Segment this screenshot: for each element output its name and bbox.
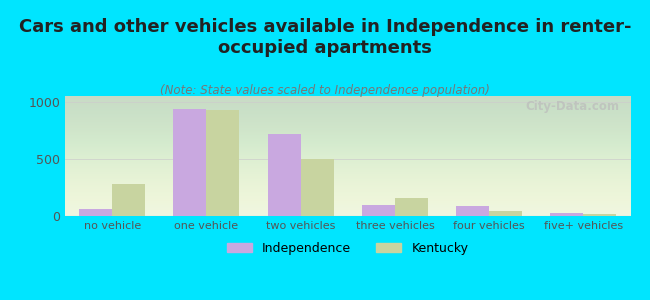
Bar bbox=[268, 134, 300, 216]
Text: Cars and other vehicles available in Independence in renter-
occupied apartments: Cars and other vehicles available in Ind… bbox=[19, 18, 631, 57]
Bar bbox=[551, 213, 584, 216]
Bar bbox=[79, 209, 112, 216]
Bar bbox=[489, 211, 522, 216]
Text: City-Data.com: City-Data.com bbox=[525, 100, 619, 112]
Bar bbox=[112, 184, 145, 216]
Bar bbox=[456, 206, 489, 216]
Legend: Independence, Kentucky: Independence, Kentucky bbox=[222, 237, 473, 260]
Bar bbox=[174, 109, 207, 216]
Bar bbox=[300, 159, 333, 216]
Bar bbox=[362, 205, 395, 216]
Text: (Note: State values scaled to Independence population): (Note: State values scaled to Independen… bbox=[160, 84, 490, 97]
Bar bbox=[395, 198, 428, 216]
Bar bbox=[207, 110, 239, 216]
Bar bbox=[584, 214, 616, 216]
